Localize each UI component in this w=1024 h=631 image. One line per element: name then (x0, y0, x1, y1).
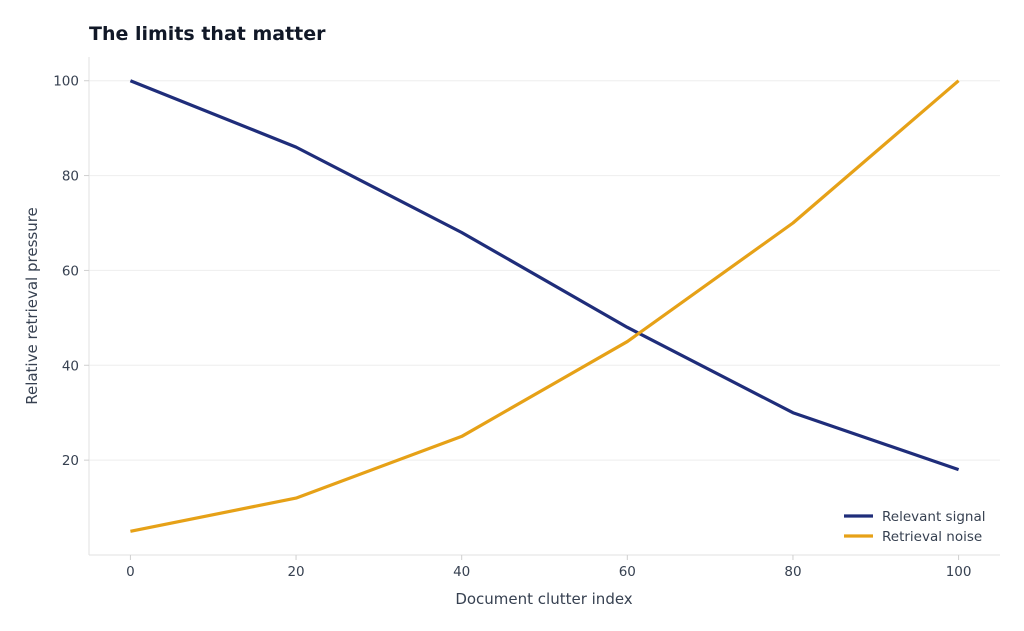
y-tick-label-20: 20 (62, 453, 79, 469)
x-tick-label-80: 80 (784, 564, 801, 580)
x-tick-label-100: 100 (946, 564, 972, 580)
y-tick-label-80: 80 (62, 169, 79, 185)
axes (88, 57, 1000, 556)
y-tick-label-60: 60 (62, 263, 79, 279)
x-tick-label-0: 0 (126, 564, 135, 580)
y-axis-label: Relative retrieval pressure (23, 207, 41, 405)
legend-label-retrieval-noise: Retrieval noise (882, 529, 982, 545)
legend: Relevant signal Retrieval noise (844, 509, 985, 545)
y-tick-label-100: 100 (53, 74, 79, 90)
legend-label-relevant-signal: Relevant signal (882, 509, 985, 525)
grid (89, 80, 1000, 461)
x-tick-label-60: 60 (619, 564, 636, 580)
x-axis-label: Document clutter index (455, 590, 632, 608)
chart-title: The limits that matter (89, 23, 326, 45)
series-line-relevant-signal (129, 79, 960, 472)
x-tick-label-40: 40 (453, 564, 470, 580)
x-tick-label-20: 20 (287, 564, 304, 580)
y-tick-label-40: 40 (62, 358, 79, 374)
series-line-retrieval-noise (130, 79, 960, 533)
x-ticks: 0 20 40 60 80 100 (126, 555, 971, 580)
y-ticks: 20 40 60 80 100 (53, 74, 89, 469)
series-group (129, 79, 960, 533)
